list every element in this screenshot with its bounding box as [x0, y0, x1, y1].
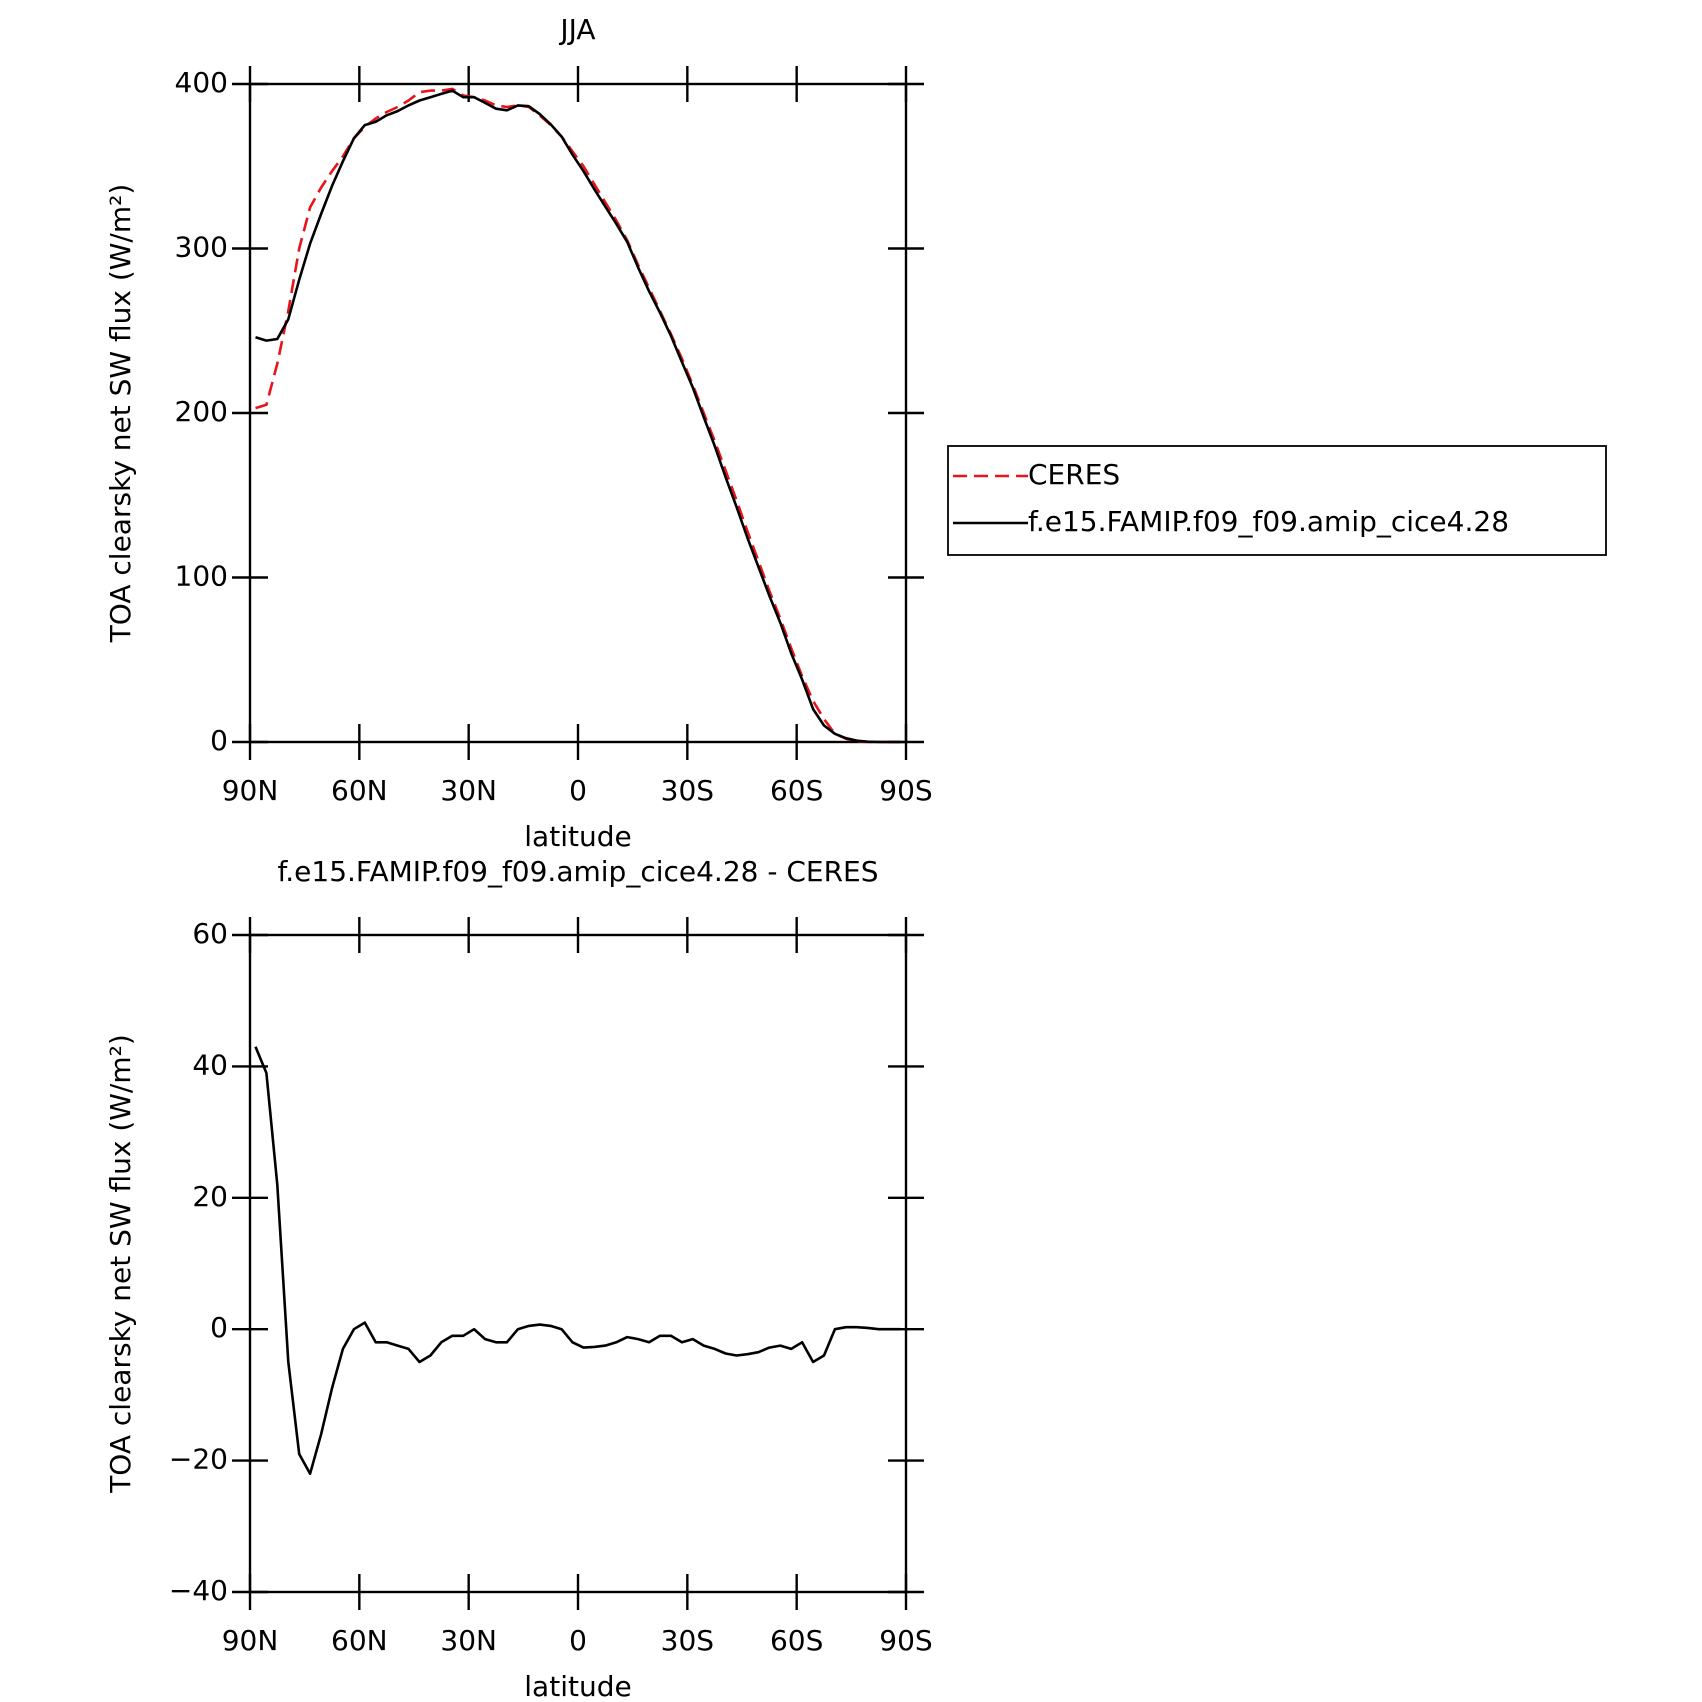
y-tick-label: 0	[210, 724, 228, 757]
plot-frame	[248, 933, 908, 1594]
x-axis-label: latitude	[524, 820, 631, 853]
x-tick-label: 60N	[331, 1624, 388, 1657]
chart-title: f.e15.FAMIP.f09_f09.amip_cice4.28 - CERE…	[277, 855, 878, 888]
y-axis-label: TOA clearsky net SW flux (W/m²)	[104, 1034, 137, 1494]
legend-label: CERES	[1028, 458, 1120, 491]
y-tick-label: 60	[192, 917, 228, 950]
data-line	[255, 89, 901, 744]
y-tick-label: 400	[175, 66, 228, 99]
legend-label: f.e15.FAMIP.f09_f09.amip_cice4.28	[1028, 505, 1509, 538]
x-axis-label: latitude	[524, 1670, 631, 1702]
x-tick-label: 30S	[661, 774, 714, 807]
y-tick-label: −40	[169, 1574, 228, 1607]
y-tick-label: 0	[210, 1311, 228, 1344]
x-tick-label: 30N	[440, 1624, 497, 1657]
data-line	[255, 87, 901, 744]
legend-box	[947, 445, 1607, 556]
x-tick-label: 90S	[879, 774, 932, 807]
x-tick-label: 60S	[770, 1624, 823, 1657]
x-tick-label: 90N	[222, 774, 279, 807]
x-tick-label: 30N	[440, 774, 497, 807]
y-tick-label: 100	[175, 560, 228, 593]
data-line	[254, 1046, 901, 1475]
chart-title: JJA	[558, 13, 595, 46]
x-tick-label: 90N	[222, 1624, 279, 1657]
x-tick-label: 0	[569, 1624, 587, 1657]
x-tick-label: 0	[569, 774, 587, 807]
x-tick-label: 60S	[770, 774, 823, 807]
y-tick-label: 300	[175, 231, 228, 264]
x-tick-label: 60N	[331, 774, 388, 807]
plot-frame	[248, 82, 908, 744]
y-tick-label: 20	[192, 1180, 228, 1213]
y-tick-label: 200	[175, 395, 228, 428]
x-tick-label: 90S	[879, 1624, 932, 1657]
x-tick-label: 30S	[661, 1624, 714, 1657]
y-axis-label: TOA clearsky net SW flux (W/m²)	[104, 184, 137, 644]
y-tick-label: 40	[192, 1048, 228, 1081]
y-tick-label: −20	[169, 1443, 228, 1476]
